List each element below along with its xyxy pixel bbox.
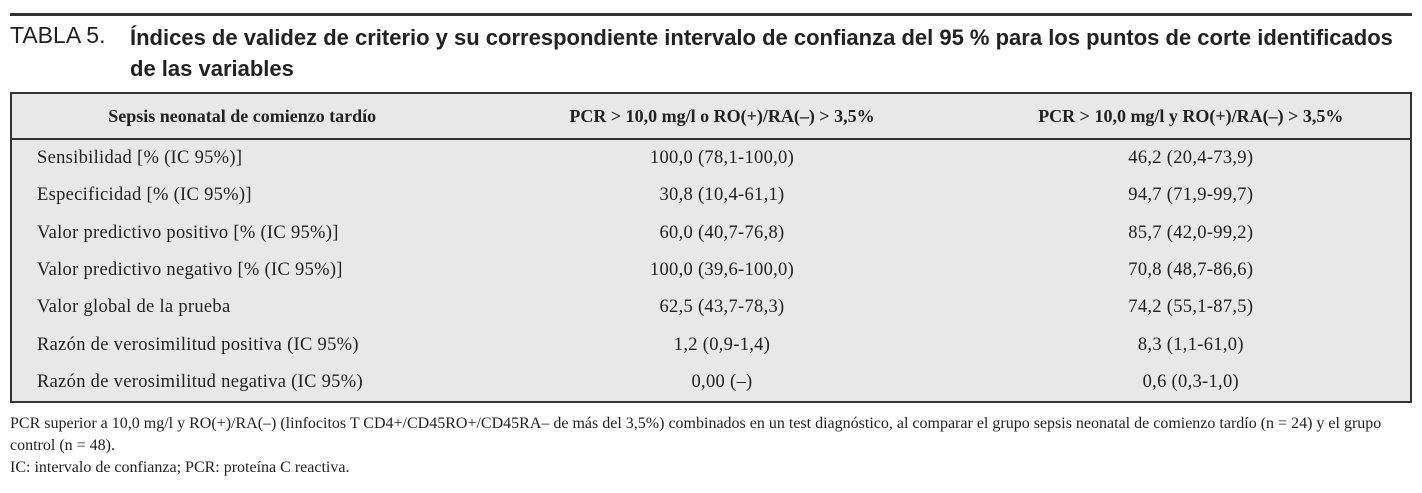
cell-value: 100,0 (39,6-100,0) bbox=[649, 259, 795, 280]
table-row: Sensibilidad [% (IC 95%)] 100,0 (78,1-100… bbox=[11, 139, 1411, 177]
data-table: Sepsis neonatal de comienzo tardío PCR > … bbox=[10, 92, 1412, 403]
cell-value: 70,8 (48,7-86,6) bbox=[1128, 259, 1254, 280]
footnote: PCR superior a 10,0 mg/l y RO(+)/RA(–) (… bbox=[10, 415, 1382, 454]
cell-value: 62,5 (43,7-78,3) bbox=[659, 297, 785, 318]
cell-value: 94,7 (71,9-99,7) bbox=[1128, 185, 1254, 206]
row-label: Especificidad [% (IC 95%)] bbox=[37, 185, 252, 206]
table-label: TABLA 5. bbox=[10, 22, 106, 48]
column-header: PCR > 10,0 mg/l o RO(+)/RA(–) > 3,5% bbox=[472, 93, 972, 140]
row-label: Valor predictivo negativo [% (IC 95%)] bbox=[37, 259, 343, 280]
cell-value: 85,7 (42,0-99,2) bbox=[1128, 222, 1254, 243]
table-title: Índices de validez de criterio y su corr… bbox=[130, 25, 1393, 81]
header-row: Sepsis neonatal de comienzo tardío PCR > … bbox=[11, 93, 1411, 140]
footnote: IC: intervalo de confianza; PCR: proteín… bbox=[10, 459, 350, 476]
cell-value: 100,0 (78,1-100,0) bbox=[649, 148, 795, 169]
table-body: Sensibilidad [% (IC 95%)] 100,0 (78,1-100… bbox=[11, 139, 1411, 402]
column-header: Sepsis neonatal de comienzo tardío bbox=[11, 93, 473, 140]
row-label: Sensibilidad [% (IC 95%)] bbox=[37, 148, 243, 169]
column-header: PCR > 10,0 mg/l y RO(+)/RA(–) > 3,5% bbox=[971, 93, 1411, 140]
row-label: Razón de verosimilitud positiva (IC 95%) bbox=[37, 334, 359, 355]
table-row: Razón de verosimilitud negativa (IC 95%)… bbox=[11, 364, 1411, 402]
row-label: Valor predictivo positivo [% (IC 95%)] bbox=[37, 222, 339, 243]
cell-value: 30,8 (10,4-61,1) bbox=[659, 185, 785, 206]
table-row: Valor predictivo positivo [% (IC 95%)] 60… bbox=[11, 215, 1411, 252]
cell-value: 0,6 (0,3-1,0) bbox=[1142, 371, 1239, 392]
cell-value: 46,2 (20,4-73,9) bbox=[1128, 148, 1254, 169]
footnotes: PCR superior a 10,0 mg/l y RO(+)/RA(–) (… bbox=[10, 413, 1410, 479]
cell-value: 60,0 (40,7-76,8) bbox=[659, 222, 785, 243]
row-label: Valor global de la prueba bbox=[37, 297, 231, 318]
cell-value: 0,00 (–) bbox=[691, 371, 753, 392]
row-label: Razón de verosimilitud negativa (IC 95%) bbox=[37, 371, 363, 392]
cell-value: 1,2 (0,9-1,4) bbox=[673, 334, 771, 355]
table-row: Valor predictivo negativo [% (IC 95%)] 10… bbox=[11, 252, 1411, 289]
rule bbox=[10, 13, 1412, 16]
table-row: Especificidad [% (IC 95%)] 30,8 (10,4-61,… bbox=[11, 177, 1411, 214]
table-row: Valor global de la prueba 62,5 (43,7-78,3… bbox=[11, 289, 1411, 326]
table-row: Razón de verosimilitud positiva (IC 95%)… bbox=[11, 326, 1411, 363]
cell-value: 8,3 (1,1-61,0) bbox=[1137, 334, 1244, 355]
cell-value: 74,2 (55,1-87,5) bbox=[1128, 297, 1254, 318]
